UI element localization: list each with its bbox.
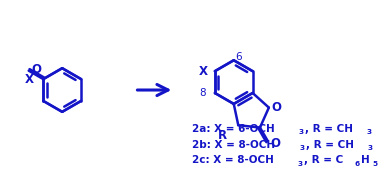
Text: 6: 6 <box>355 161 360 167</box>
Text: 5: 5 <box>372 161 378 167</box>
Text: 6: 6 <box>236 52 242 62</box>
Text: R: R <box>218 129 227 142</box>
Text: 3: 3 <box>299 129 304 135</box>
Text: 3: 3 <box>297 161 302 167</box>
Text: 2c: X = 8-OCH: 2c: X = 8-OCH <box>192 155 274 165</box>
Text: , R = CH: , R = CH <box>305 139 353 150</box>
Text: O: O <box>32 63 42 76</box>
Text: O: O <box>270 137 280 150</box>
Text: X: X <box>25 73 34 86</box>
Text: 3: 3 <box>367 129 372 135</box>
Text: 3: 3 <box>299 145 304 151</box>
Text: , R = C: , R = C <box>304 155 343 165</box>
Text: 3: 3 <box>367 145 372 151</box>
Text: 2a: X = 6-OCH: 2a: X = 6-OCH <box>192 124 275 134</box>
Text: O: O <box>272 101 282 114</box>
Text: X: X <box>198 65 208 78</box>
Text: 2b: X = 8-OCH: 2b: X = 8-OCH <box>192 139 275 150</box>
Text: 8: 8 <box>199 88 206 98</box>
Text: , R = CH: , R = CH <box>305 124 353 134</box>
Text: H: H <box>361 155 370 165</box>
